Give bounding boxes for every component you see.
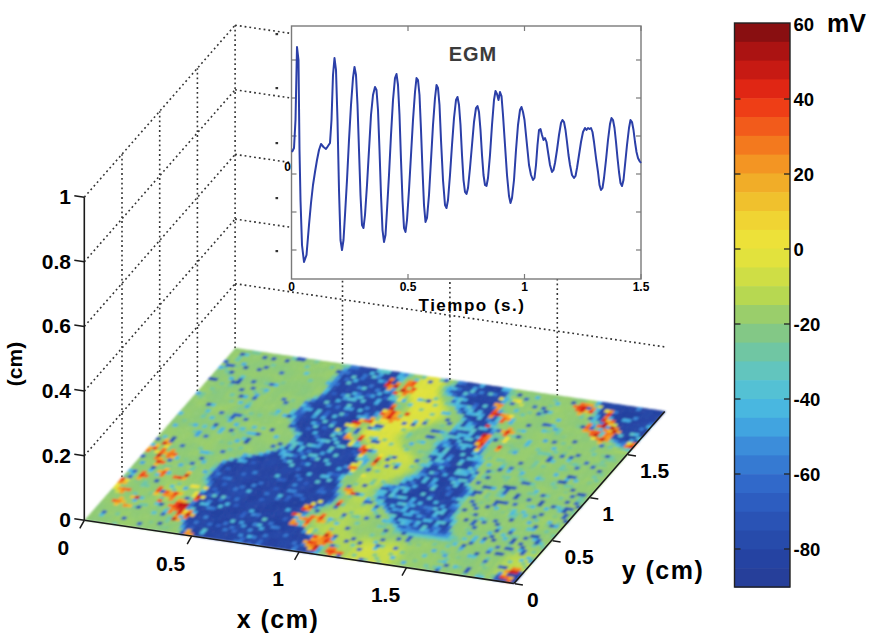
svg-text:1.5: 1.5	[640, 459, 670, 482]
svg-text:20: 20	[794, 164, 815, 185]
svg-text:60: 60	[794, 14, 815, 35]
svg-text:0: 0	[57, 536, 69, 559]
svg-text:mV: mV	[827, 9, 866, 37]
svg-text:-80: -80	[794, 539, 821, 560]
svg-text:-20: -20	[794, 314, 821, 335]
svg-text:-60: -60	[794, 464, 821, 485]
svg-text:1: 1	[602, 502, 614, 525]
svg-text:40: 40	[794, 89, 815, 110]
svg-text:(cm): (cm)	[3, 342, 26, 386]
svg-text:EGM: EGM	[449, 43, 498, 65]
svg-text:Tiempo (s.): Tiempo (s.)	[419, 296, 526, 315]
svg-text:0: 0	[59, 508, 71, 531]
svg-text:-40: -40	[794, 389, 821, 410]
svg-text:0: 0	[527, 588, 539, 611]
svg-text:0: 0	[288, 280, 295, 294]
svg-text:0: 0	[794, 239, 804, 260]
svg-text:0.5: 0.5	[156, 552, 186, 575]
svg-text:0.5: 0.5	[565, 545, 595, 568]
svg-text:0.4: 0.4	[42, 379, 72, 402]
svg-text:0.2: 0.2	[42, 444, 71, 467]
svg-text:0.8: 0.8	[42, 250, 72, 273]
svg-text:x (cm): x (cm)	[237, 605, 320, 633]
svg-text:0.5: 0.5	[400, 280, 417, 294]
svg-text:1.5: 1.5	[371, 583, 401, 606]
svg-text:1: 1	[272, 567, 284, 590]
svg-text:1: 1	[521, 280, 528, 294]
svg-text:0: 0	[284, 160, 291, 174]
svg-text:0.6: 0.6	[42, 314, 71, 337]
svg-text:1: 1	[59, 185, 71, 208]
svg-text:1.5: 1.5	[633, 280, 650, 294]
svg-text:y (cm): y (cm)	[622, 556, 705, 584]
